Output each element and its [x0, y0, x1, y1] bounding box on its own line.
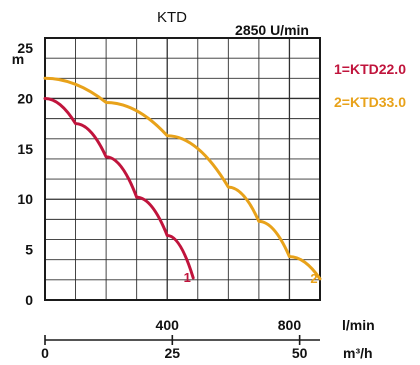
labels-layer: KTD 2850 U/min m 0 5 10 15 20 25 400 800 l/min 0 25 50…	[12, 9, 406, 361]
x-secondary-unit: m³/h	[343, 345, 373, 361]
series-end-marker: 2	[310, 271, 317, 286]
x-secondary-tick-label: 50	[292, 345, 308, 361]
speed-label: 2850 U/min	[235, 22, 309, 38]
series-line	[43, 96, 195, 280]
y-axis-unit: m	[12, 51, 24, 67]
y-tick-label: 10	[17, 191, 33, 207]
x-primary-tick-label: 800	[278, 317, 302, 333]
x-secondary-tick-label: 0	[41, 345, 49, 361]
x-primary-unit: l/min	[342, 317, 375, 333]
chart-title: KTD	[157, 9, 187, 26]
x-secondary-tick-label: 25	[165, 345, 181, 361]
series-line	[43, 76, 322, 281]
legend-entry: 2=KTD33.0	[334, 94, 406, 110]
y-tick-label: 20	[17, 90, 33, 106]
x-primary-tick-label: 400	[156, 317, 180, 333]
series-end-marker: 1	[184, 270, 191, 285]
axes-layer	[44, 37, 321, 345]
y-tick-label: 15	[17, 141, 33, 157]
legend-entry: 1=KTD22.0	[334, 61, 406, 77]
y-tick-label: 0	[25, 292, 33, 308]
y-tick-label: 5	[25, 242, 33, 258]
plot-frame	[44, 37, 321, 301]
series-layer	[43, 76, 322, 281]
y-tick-label: 25	[17, 40, 33, 56]
